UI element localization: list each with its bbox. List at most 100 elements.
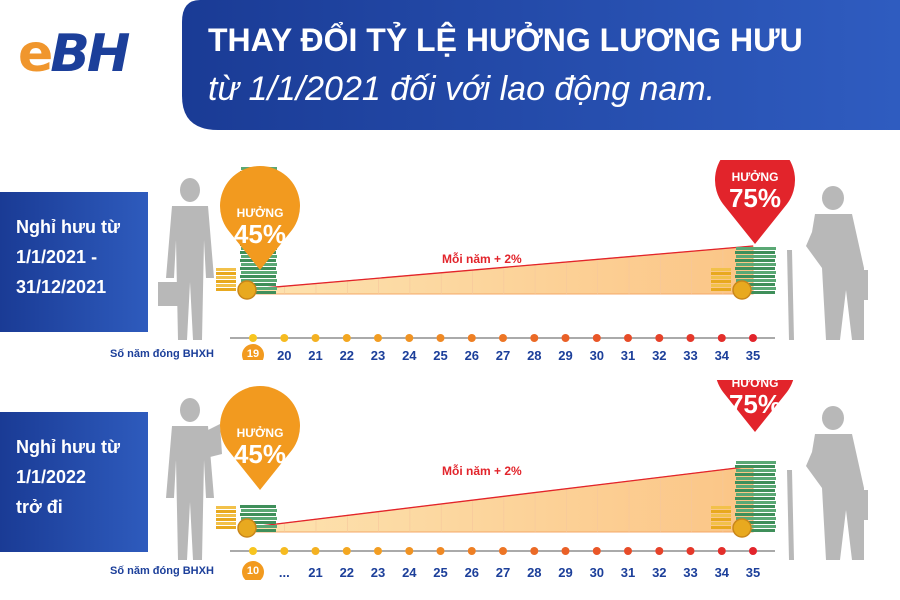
label-line: Nghỉ hưu từ [16,437,121,457]
start-year-marker [242,344,264,360]
axis-tick-label: 27 [495,565,511,580]
axis-dot [342,334,351,342]
axis-dot [655,547,664,555]
axis-tick-label: 19 [246,348,260,360]
axis-tick-label: 30 [589,565,605,580]
axis-tick-label: 30 [589,348,605,363]
start-rate-text: HƯỞNG 45% [220,426,300,468]
label-line: 31/12/2021 [16,277,107,297]
axis-dot [342,547,351,555]
axis-dot [592,334,601,342]
slope-label: Mỗi năm + 2% [442,252,522,266]
axis-tick-label: 34 [714,348,730,363]
slope-label: Mỗi năm + 2% [442,464,522,478]
axis-dot [592,547,601,555]
axis-tick-label: 32 [652,348,667,363]
elderly-man-silhouette [787,406,868,560]
axis-dot [717,334,726,342]
axis-dot [249,547,257,555]
axis-tick-label: 26 [464,348,480,363]
axis-title: Số năm đóng BHXH [110,348,214,360]
axis-tick-label: 10 [246,565,260,577]
axis-dot [280,334,289,342]
axis-dot [717,547,726,555]
axis-tick-label: 22 [339,348,355,363]
axis-dot [561,334,570,342]
end-rate-word: HƯỞNG [731,376,779,390]
end-rate-text: HƯỞNG 75% [715,376,795,418]
axis-dot [436,334,445,342]
axis-tick-label: 28 [527,565,542,580]
logo-bh: BH [50,24,130,84]
axis-dot [311,334,320,342]
gridlines [284,469,724,532]
axis-tick-label: 23 [370,565,386,580]
money-stack-left [240,505,277,532]
axis-tick-label: 32 [652,565,667,580]
rate-line [251,465,754,528]
axis-tick-label: ... [278,565,290,580]
axis-tick-label: 21 [308,348,323,363]
axis-dots [249,547,757,555]
axis-dot [467,334,476,342]
axis-tick-label: 31 [620,348,636,363]
axis-dot [655,334,664,342]
section-graphic [0,380,868,580]
axis-tick-label: 35 [745,348,761,363]
label-line: trở đi [16,497,63,517]
retirement-period-label: Nghỉ hưu từ 1/1/2022 trở đi [0,412,148,552]
axis-dot [280,547,289,555]
axis-tick-label: 20 [277,348,292,363]
axis-dot [311,547,320,555]
young-worker-silhouette [166,398,222,560]
end-rate-percent: 75% [728,183,782,213]
axis-tick-label: 34 [714,565,730,580]
end-rate-word: HƯỞNG [731,170,779,184]
axis-tick-label: 21 [308,565,323,580]
axis-dot [686,334,695,342]
young-worker-silhouette [158,178,214,340]
page-title: THAY ĐỔI TỶ LỆ HƯỞNG LƯƠNG HƯU [208,22,803,58]
axis-dots [249,334,757,342]
axis-tick-label: 28 [527,348,542,363]
axis-dot [499,547,507,555]
axis-tick-label: 25 [433,348,448,363]
axis-tick-label: 25 [433,565,448,580]
ebh-logo[interactable]: eBH [18,28,130,80]
coins-left [216,268,257,300]
axis-tick-label: 24 [402,348,417,363]
section-2022: Nghỉ hưu từ 1/1/2022 trở đi HƯỞNG 45% HƯ… [0,376,900,580]
start-year-marker [242,561,264,580]
retirement-period-label: Nghỉ hưu từ 1/1/2021 - 31/12/2021 [0,192,148,332]
axis-tick-label: 31 [620,565,636,580]
axis-dot [530,547,539,555]
axis-tick-label: 35 [745,565,761,580]
elderly-man-silhouette [787,186,868,340]
page-subtitle: từ 1/1/2021 đối với lao động nam. [208,70,716,108]
coins-right [711,506,752,538]
label-line: 1/1/2021 - [16,247,98,267]
axis-tick-label: 22 [339,565,355,580]
rate-line [251,245,754,290]
axis-dot [467,547,476,555]
axis-dot [249,334,257,342]
axis-dot [374,547,382,555]
end-rate-text: HƯỞNG 75% [715,170,795,212]
label-panel [0,192,148,332]
end-rate-pin [716,380,794,432]
axis-tick-label: 33 [683,565,698,580]
start-rate-word: HƯỞNG [236,206,284,220]
axis-tick-label: 33 [683,348,698,363]
start-rate-percent: 45% [233,219,287,249]
axis-tick-label: 26 [464,565,480,580]
axis-dot [499,334,507,342]
money-stack-right [735,247,776,294]
money-stack-right [735,461,776,532]
axis-title: Số năm đóng BHXH [110,565,214,577]
axis-dot [374,334,382,342]
label-line: 1/1/2022 [16,467,87,487]
start-rate-pin [219,386,300,490]
label-panel [0,412,148,552]
axis-dot [405,547,414,555]
header-banner [182,0,900,130]
